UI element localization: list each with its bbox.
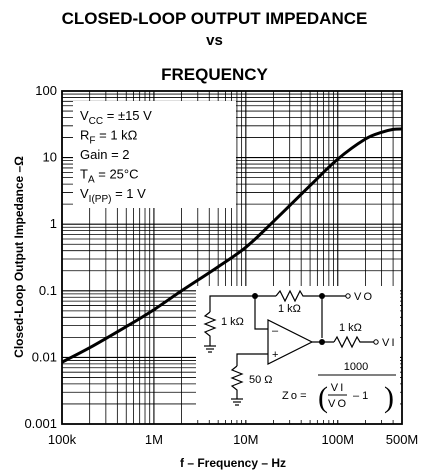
inverting-input-sign: – xyxy=(272,325,279,337)
chart-title-line-2: vs xyxy=(206,32,223,49)
formula-paren-right: ) xyxy=(384,381,394,414)
y-tick-label: 10 xyxy=(43,150,57,165)
condition-line: VCC = ±15 V xyxy=(80,108,152,127)
schematic-background xyxy=(196,286,400,420)
formula-fraction-num: V I xyxy=(331,382,344,394)
vi-label: V I xyxy=(382,337,395,349)
x-tick-label: 10M xyxy=(233,432,258,447)
condition-line: Gain = 2 xyxy=(80,147,130,162)
condition-line: TA = 25°C xyxy=(80,167,139,186)
chart-title-line-3: FREQUENCY xyxy=(161,65,268,84)
conditions-box xyxy=(73,101,236,208)
y-tick-label: 0.1 xyxy=(39,283,57,298)
gain-resistor-label: 1 kΩ xyxy=(221,316,244,328)
y-tick-label: 1 xyxy=(50,216,57,231)
formula-fraction-den: V O xyxy=(328,398,347,410)
vo-label: V O xyxy=(354,291,373,303)
y-tick-label: 0.001 xyxy=(24,416,57,431)
x-tick-label: 100k xyxy=(48,432,77,447)
impedance-curve xyxy=(61,127,403,364)
feedback-resistor-label: 1 kΩ xyxy=(278,303,301,315)
test-circuit-schematic: 1 kΩ 1 kΩ 1 kΩ 50 Ω V O V I – + Z o = 10… xyxy=(196,286,400,420)
formula-paren-left: ( xyxy=(318,381,328,414)
y-axis-label: Closed-Loop Output Impedance –Ω xyxy=(12,156,26,358)
condition-line: RF = 1 kΩ xyxy=(80,128,138,147)
noninverting-input-sign: + xyxy=(272,349,278,361)
condition-line: VI(PP) = 1 V xyxy=(80,186,146,205)
op-amp-symbol xyxy=(267,319,314,365)
y-tick-labels: 100 10 1 0.1 0.01 0.001 xyxy=(24,83,57,431)
x-tick-label: 1M xyxy=(145,432,163,447)
plot-frame xyxy=(61,90,403,425)
output-resistor-label: 1 kΩ xyxy=(339,322,362,334)
feedback-resistor xyxy=(275,289,323,338)
input-resistor-label: 50 Ω xyxy=(249,374,273,386)
input-resistor xyxy=(230,365,244,399)
y-tick-label: 0.01 xyxy=(32,349,57,364)
x-tick-label: 500M xyxy=(386,432,419,447)
formula-lhs: Z o = xyxy=(282,390,307,402)
formula-minus-one: – 1 xyxy=(353,390,368,402)
formula-numerator: 1000 xyxy=(344,361,368,373)
x-axis-label: f – Frequency – Hz xyxy=(180,456,286,470)
x-tick-labels: 100k 1M 10M 100M 500M xyxy=(48,432,418,447)
chart-title-line-1: CLOSED-LOOP OUTPUT IMPEDANCE xyxy=(61,9,368,28)
x-tick-label: 100M xyxy=(321,432,354,447)
y-tick-label: 100 xyxy=(35,83,57,98)
output-resistor xyxy=(333,335,374,349)
